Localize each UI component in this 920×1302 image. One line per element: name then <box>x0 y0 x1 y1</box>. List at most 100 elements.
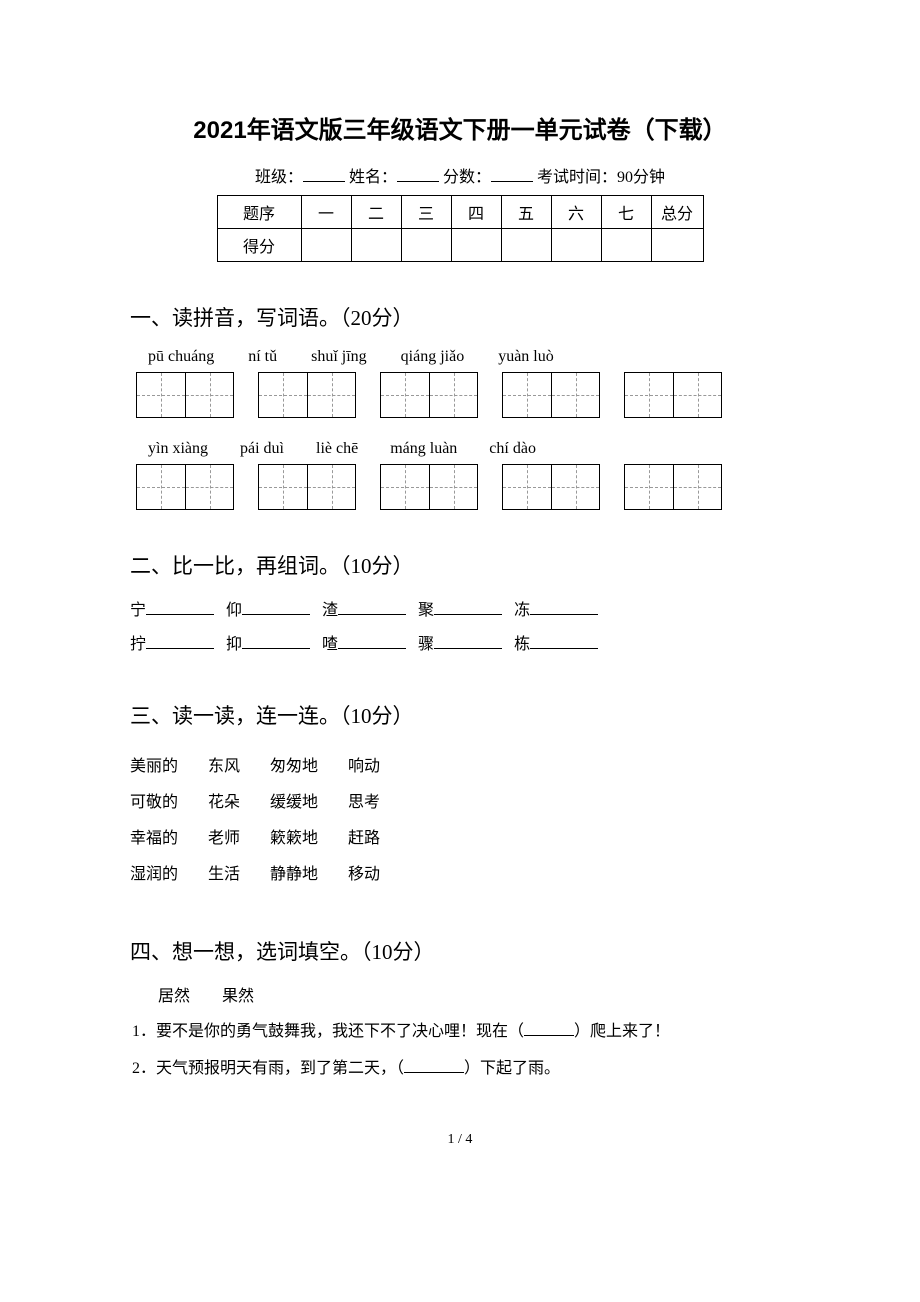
char-box-pair <box>380 464 478 510</box>
class-blank <box>303 166 345 182</box>
score-label: 分数： <box>443 169 491 186</box>
q3-cell: 思考 <box>348 782 410 818</box>
q1-boxes-row-1 <box>136 372 790 418</box>
blank <box>338 599 406 615</box>
q3-cell: 赶路 <box>348 818 410 854</box>
blank <box>434 633 502 649</box>
q2-char: 冻 <box>514 596 530 620</box>
blank <box>530 599 598 615</box>
q2-char: 拧 <box>130 630 146 654</box>
score-cell <box>601 229 651 262</box>
score-cell <box>351 229 401 262</box>
blank <box>146 599 214 615</box>
score-cell <box>651 229 703 262</box>
q2-char: 聚 <box>418 596 434 620</box>
q3-cell: 湿润的 <box>130 854 208 890</box>
q3-row: 可敬的 花朵 缓缓地 思考 <box>130 782 410 818</box>
name-label: 姓名： <box>349 169 397 186</box>
q3-cell: 缓缓地 <box>270 782 348 818</box>
char-box-pair <box>502 464 600 510</box>
pinyin: shuǐ jīng <box>311 348 367 366</box>
q3-title: 三、读一读，连一连。（10分） <box>130 700 790 730</box>
score-table: 题序 一 二 三 四 五 六 七 总分 得分 <box>217 195 704 262</box>
q4-line-1: 1．要不是你的勇气鼓舞我，我还下不了决心哩！现在（）爬上来了！ <box>132 1018 790 1047</box>
blank <box>434 599 502 615</box>
pinyin: máng luàn <box>390 440 457 458</box>
q2-line-2: 拧 抑 喳 骤 栋 <box>130 630 790 654</box>
char-box-pair <box>136 464 234 510</box>
q1-boxes-row-2 <box>136 464 790 510</box>
char-box-pair <box>502 372 600 418</box>
q2-char: 渣 <box>322 596 338 620</box>
q1-title: 一、读拼音，写词语。（20分） <box>130 302 790 332</box>
char-box-pair <box>258 372 356 418</box>
q2-char: 骤 <box>418 630 434 654</box>
char-box-pair <box>624 372 722 418</box>
blank <box>242 633 310 649</box>
score-col-4: 四 <box>451 196 501 229</box>
score-table-header-label: 题序 <box>217 196 301 229</box>
score-blank <box>491 166 533 182</box>
pinyin: pū chuáng <box>148 348 214 366</box>
q3-cell: 簌簌地 <box>270 818 348 854</box>
q3-row: 美丽的 东风 匆匆地 响动 <box>130 746 410 782</box>
blank <box>404 1057 464 1073</box>
q4-text: 1．要不是你的勇气鼓舞我，我还下不了决心哩！现在（ <box>132 1023 524 1040</box>
score-col-6: 六 <box>551 196 601 229</box>
q3-cell: 东风 <box>208 746 270 782</box>
q4-text: 2．天气预报明天有雨，到了第二天，（ <box>132 1060 404 1077</box>
blank <box>242 599 310 615</box>
pinyin: yìn xiàng <box>148 440 208 458</box>
score-cell <box>301 229 351 262</box>
score-col-1: 一 <box>301 196 351 229</box>
score-col-2: 二 <box>351 196 401 229</box>
score-col-7: 七 <box>601 196 651 229</box>
name-blank <box>397 166 439 182</box>
q2-char: 仰 <box>226 596 242 620</box>
pinyin: chí dào <box>489 440 536 458</box>
q4-title: 四、想一想，选词填空。（10分） <box>130 936 790 966</box>
char-box-pair <box>380 372 478 418</box>
q3-cell: 生活 <box>208 854 270 890</box>
pinyin: liè chē <box>316 440 358 458</box>
blank <box>524 1020 574 1036</box>
score-cell <box>551 229 601 262</box>
q2-char: 栋 <box>514 630 530 654</box>
q4-line-2: 2．天气预报明天有雨，到了第二天，（ ）下起了雨。 <box>132 1055 790 1084</box>
blank <box>530 633 598 649</box>
q3-cell: 幸福的 <box>130 818 208 854</box>
char-box-pair <box>258 464 356 510</box>
q3-row: 湿润的 生活 静静地 移动 <box>130 854 410 890</box>
score-cell <box>451 229 501 262</box>
q2-char: 抑 <box>226 630 242 654</box>
score-cell <box>401 229 451 262</box>
pinyin: pái duì <box>240 440 284 458</box>
q4-text: ）下起了雨。 <box>464 1060 560 1077</box>
score-cell <box>501 229 551 262</box>
q3-cell: 美丽的 <box>130 746 208 782</box>
q2-char: 喳 <box>322 630 338 654</box>
blank <box>146 633 214 649</box>
page-number: 1 / 4 <box>130 1132 790 1148</box>
class-label: 班级： <box>255 169 303 186</box>
q3-cell: 花朵 <box>208 782 270 818</box>
q3-cell: 响动 <box>348 746 410 782</box>
q3-cell: 匆匆地 <box>270 746 348 782</box>
char-box-pair <box>136 372 234 418</box>
pinyin: qiáng jiǎo <box>401 348 465 366</box>
score-col-total: 总分 <box>651 196 703 229</box>
q1-pinyin-row-1: pū chuáng ní tǔ shuǐ jīng qiáng jiǎo yuà… <box>148 348 790 366</box>
q4-word-bank: 居然 果然 <box>158 982 790 1006</box>
pinyin: ní tǔ <box>248 348 277 366</box>
char-box-pair <box>624 464 722 510</box>
q3-cell: 移动 <box>348 854 410 890</box>
document-title: 2021年语文版三年级语文下册一单元试卷（下载） <box>130 110 790 145</box>
q3-cell: 可敬的 <box>130 782 208 818</box>
q2-title: 二、比一比，再组词。（10分） <box>130 550 790 580</box>
q1-pinyin-row-2: yìn xiàng pái duì liè chē máng luàn chí … <box>148 440 790 458</box>
header-info: 班级： 姓名： 分数： 考试时间：90分钟 <box>130 163 790 187</box>
score-col-5: 五 <box>501 196 551 229</box>
time-label: 考试时间：90分钟 <box>537 169 665 186</box>
blank <box>338 633 406 649</box>
pinyin: yuàn luò <box>498 348 554 366</box>
